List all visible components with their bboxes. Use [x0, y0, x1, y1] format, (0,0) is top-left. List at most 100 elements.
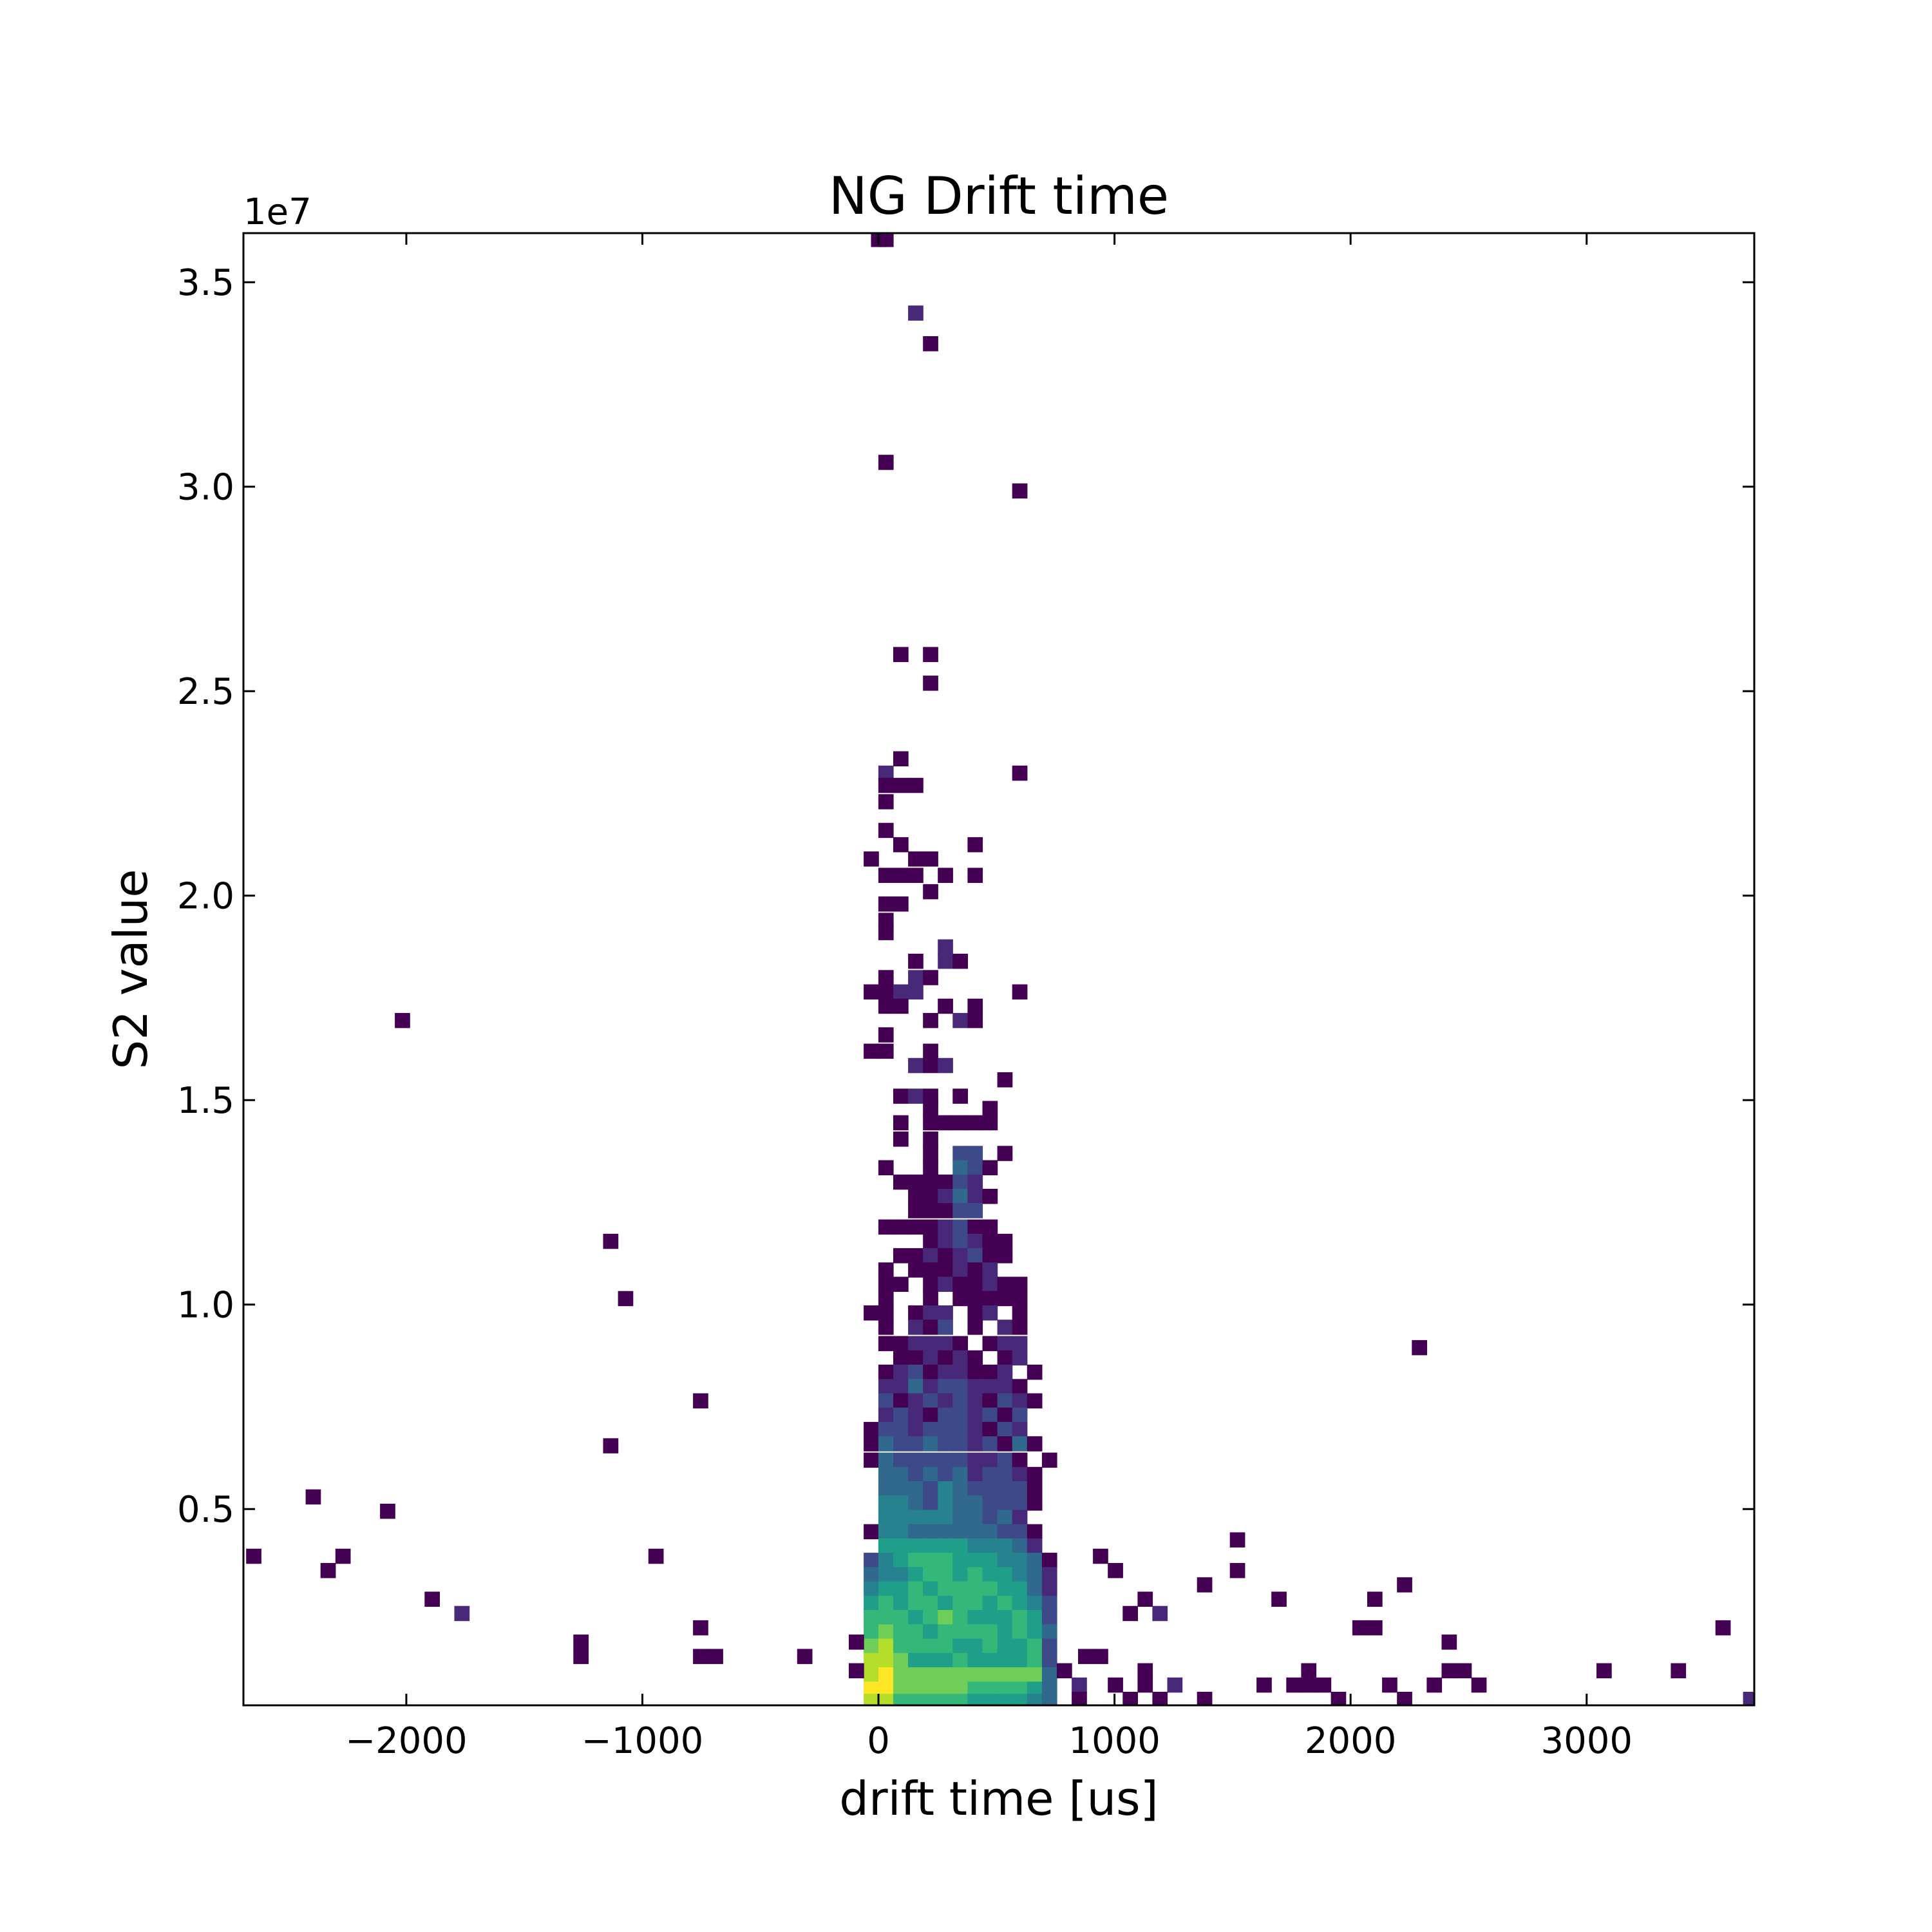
- heatmap-cell: [997, 1248, 1013, 1264]
- heatmap-cell: [1027, 1481, 1043, 1497]
- heatmap-cell: [952, 1012, 968, 1028]
- heatmap-cell: [1027, 1495, 1043, 1511]
- heatmap-cell: [908, 1653, 923, 1669]
- heatmap-cell: [967, 1452, 983, 1468]
- heatmap-cell: [997, 1538, 1013, 1554]
- heatmap-cell: [967, 1610, 983, 1625]
- heatmap-cell: [982, 1189, 998, 1204]
- heatmap-cell: [967, 1262, 983, 1278]
- heatmap-cell: [908, 1088, 923, 1104]
- heatmap-cell: [1012, 1610, 1028, 1625]
- heatmap-cell: [878, 867, 894, 883]
- heatmap-cell: [952, 1146, 968, 1161]
- heatmap-cell: [893, 1219, 909, 1235]
- heatmap-cell: [967, 867, 983, 883]
- heatmap-cell: [938, 1624, 953, 1640]
- chart-title: NG Drift time: [829, 166, 1169, 226]
- heatmap-cell: [952, 953, 968, 969]
- heatmap-cell: [967, 1365, 983, 1380]
- heatmap-cell: [923, 1233, 938, 1249]
- heatmap-cell: [967, 1567, 983, 1582]
- heatmap-cell: [1012, 1393, 1028, 1408]
- heatmap-cell: [1027, 1624, 1043, 1640]
- heatmap-cell: [395, 1012, 410, 1028]
- heatmap-cell: [864, 1305, 879, 1321]
- heatmap-cell: [878, 777, 894, 793]
- heatmap-cell: [864, 1452, 879, 1468]
- heatmap-cell: [908, 851, 923, 867]
- heatmap-cell: [1027, 1638, 1043, 1654]
- heatmap-cell: [908, 1481, 923, 1497]
- heatmap-cell: [1027, 1653, 1043, 1669]
- heatmap-cell: [952, 1538, 968, 1554]
- heatmap-cell: [938, 1219, 953, 1235]
- heatmap-cell: [982, 1567, 998, 1582]
- heatmap-cell: [1012, 1567, 1028, 1582]
- heatmap-cell: [893, 1681, 909, 1697]
- heatmap-cell: [893, 1694, 909, 1706]
- heatmap-cell: [878, 970, 894, 985]
- heatmap-cell: [1057, 1663, 1072, 1679]
- heatmap-cell: [1122, 1692, 1138, 1706]
- heatmap-cell: [1027, 1610, 1043, 1625]
- heatmap-cell: [864, 1667, 879, 1683]
- heatmap-cell: [908, 1203, 923, 1218]
- heatmap-cell: [938, 1436, 953, 1452]
- heatmap-cell: [997, 1610, 1013, 1625]
- heatmap-cell: [908, 1538, 923, 1554]
- heatmap-cell: [952, 1610, 968, 1625]
- heatmap-cell: [997, 1481, 1013, 1497]
- heatmap-cell: [878, 822, 894, 838]
- y-tick-label: 1.0: [177, 1285, 234, 1327]
- heatmap-cell: [938, 1538, 953, 1554]
- heatmap-cell: [864, 1610, 879, 1625]
- heatmap-cell: [938, 1653, 953, 1669]
- heatmap-cell: [952, 1466, 968, 1482]
- heatmap-cell: [952, 1481, 968, 1497]
- heatmap-cell: [878, 1610, 894, 1625]
- heatmap-cell: [982, 1638, 998, 1654]
- heatmap-cell: [938, 1057, 953, 1074]
- heatmap-cell: [952, 1365, 968, 1380]
- heatmap-cell: [893, 1393, 909, 1408]
- y-tick-label: 1.5: [177, 1080, 234, 1122]
- heatmap-cell: [982, 1421, 998, 1437]
- heatmap-cell: [1229, 1563, 1245, 1578]
- heatmap-cell: [864, 1421, 879, 1437]
- heatmap-cell: [982, 1481, 998, 1497]
- y-axis-offset-label: 1e7: [243, 191, 312, 233]
- heatmap-cell: [967, 1436, 983, 1452]
- heatmap-cell: [1167, 1677, 1183, 1693]
- heatmap-cell: [938, 1320, 953, 1335]
- heatmap-cell: [1093, 1649, 1108, 1664]
- heatmap-cell: [1093, 1548, 1108, 1564]
- heatmap-cell: [878, 1595, 894, 1611]
- heatmap-cell: [923, 1189, 938, 1204]
- heatmap-cell: [1012, 1638, 1028, 1654]
- heatmap-cell: [923, 1681, 938, 1697]
- heatmap-cell: [952, 1436, 968, 1452]
- heatmap-cell: [982, 1276, 998, 1292]
- heatmap-cell: [938, 1421, 953, 1437]
- heatmap-cell: [1012, 1350, 1028, 1366]
- heatmap-cell: [952, 1248, 968, 1264]
- heatmap-cell: [997, 1667, 1013, 1683]
- heatmap-cell: [878, 1638, 894, 1654]
- heatmap-cell: [952, 1203, 968, 1218]
- heatmap-cell: [923, 1305, 938, 1321]
- heatmap-cell: [893, 1452, 909, 1468]
- heatmap-cell: [1256, 1677, 1272, 1693]
- heatmap-cell: [893, 1350, 909, 1366]
- heatmap-cell: [967, 1219, 983, 1235]
- heatmap-cell: [1012, 1595, 1028, 1611]
- heatmap-cell: [923, 1653, 938, 1669]
- heatmap-cell: [1027, 1553, 1043, 1568]
- x-axis-title: drift time [us]: [839, 1772, 1158, 1826]
- heatmap-cell: [997, 1436, 1013, 1452]
- heatmap-cell: [1012, 1581, 1028, 1597]
- heatmap-cell: [1012, 1524, 1028, 1540]
- heatmap-cell: [923, 1610, 938, 1625]
- heatmap-cell: [997, 1336, 1013, 1352]
- heatmap-cell: [908, 1219, 923, 1235]
- heatmap-cell: [908, 1624, 923, 1640]
